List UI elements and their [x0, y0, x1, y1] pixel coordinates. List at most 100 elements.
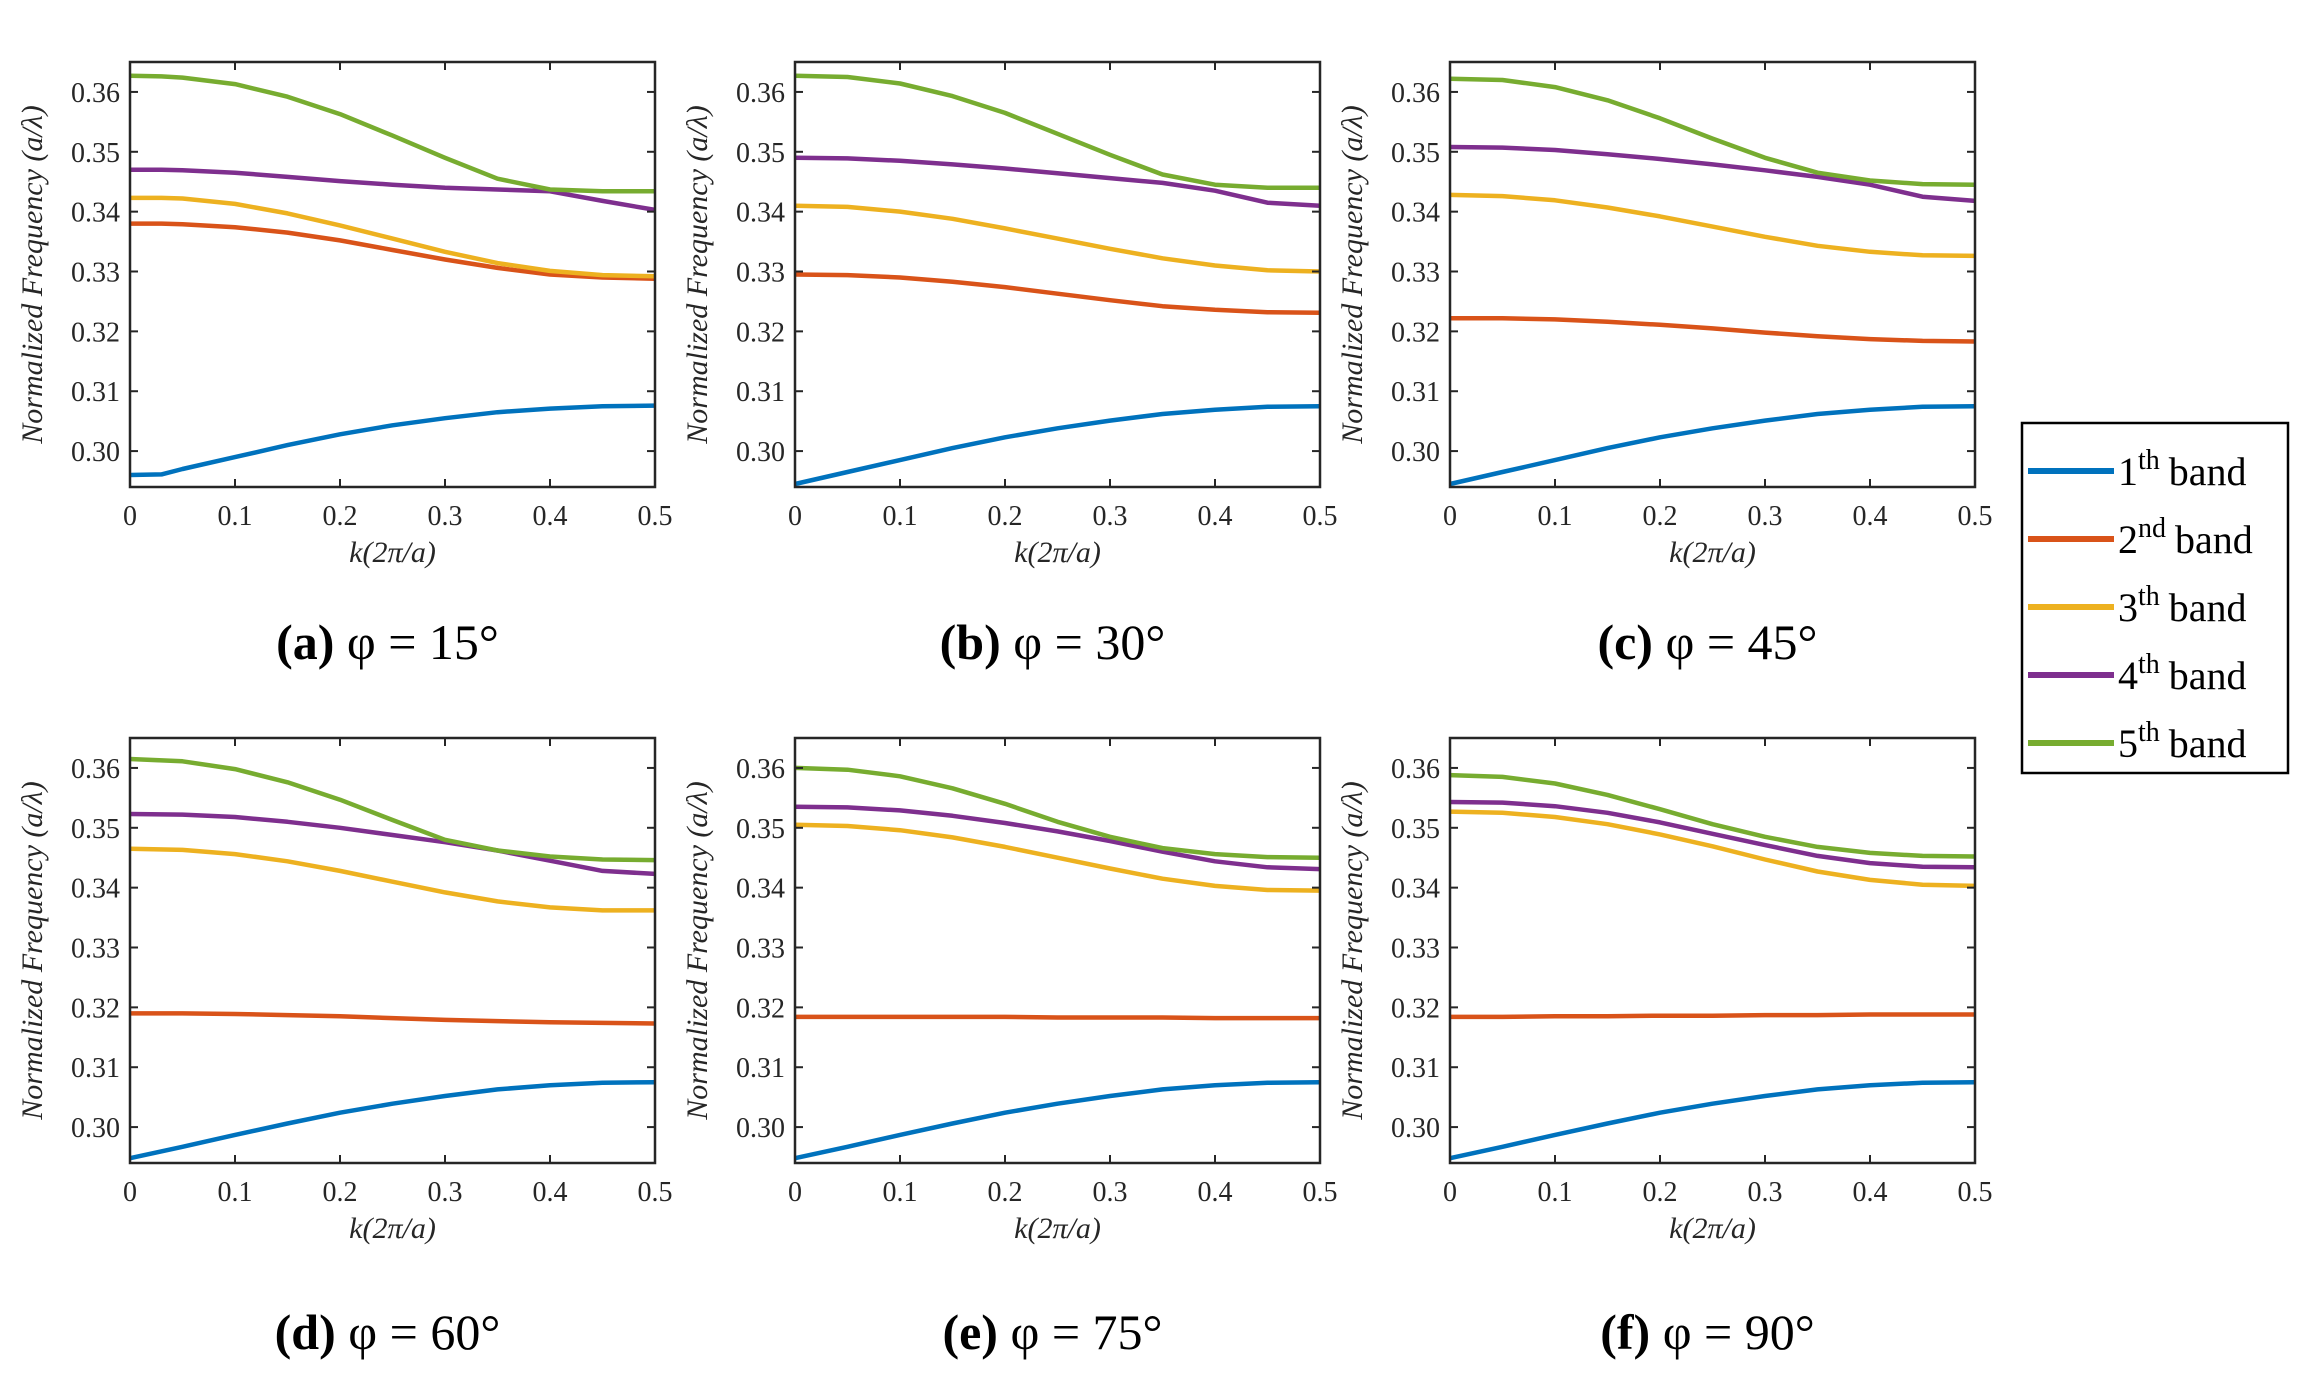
- y-tick-label: 0.32: [1391, 993, 1440, 1024]
- legend-word: band: [2169, 721, 2247, 766]
- y-tick-label: 0.32: [1391, 317, 1440, 348]
- axes-box: [793, 60, 1322, 489]
- series-line-3: [794, 822, 1321, 893]
- x-tick-label: 0.2: [988, 501, 1023, 532]
- x-tick-label: 0.1: [218, 1177, 253, 1208]
- y-tick-label: 0.30: [71, 1113, 120, 1144]
- legend-label: 2nd band: [2118, 513, 2253, 562]
- x-tick-label: 0: [1443, 501, 1457, 532]
- caption-angle: φ = 15°: [334, 614, 499, 670]
- panel-d: 0 0.1 0.2 0.3 0.4 0.5 0.30 0.31 0.32 0.33 0.34 0.35…: [16, 736, 673, 1360]
- y-tick-label: 0.31: [736, 1053, 785, 1084]
- x-tick-label: 0.5: [638, 1177, 673, 1208]
- series-line-3: [129, 846, 655, 913]
- legend-suffix: nd: [2138, 513, 2166, 544]
- series-line-4: [794, 155, 1321, 208]
- x-tick-label: 0.3: [1093, 501, 1128, 532]
- y-tick-label: 0.33: [736, 258, 785, 289]
- legend-label: 4th band: [2118, 649, 2247, 698]
- y-tick-label: 0.35: [736, 138, 785, 169]
- series-line-4: [130, 167, 656, 213]
- series-line-5: [794, 73, 1320, 190]
- panel-a: 0 0.1 0.2 0.3 0.4 0.5 0.30 0.31 0.32 0.33 0.34 0.35…: [16, 60, 673, 670]
- y-tick-label: 0.34: [736, 198, 785, 229]
- x-tick-label: 0.2: [1643, 1177, 1678, 1208]
- legend-word: band: [2169, 653, 2247, 698]
- series-line-3: [1449, 192, 1976, 259]
- x-tick-label: 0.5: [1303, 501, 1338, 532]
- x-tick-label: 0: [123, 501, 137, 532]
- legend-label: 5th band: [2118, 717, 2247, 766]
- x-tick-label: 0.3: [428, 501, 463, 532]
- caption-letter: (d): [275, 1304, 336, 1360]
- plot-area: [1450, 62, 1975, 487]
- caption-letter: (e): [942, 1304, 998, 1360]
- series-line-1: [794, 403, 1321, 487]
- panel-caption: (b) φ = 30°: [940, 614, 1166, 670]
- x-tick-label: 0.3: [428, 1177, 463, 1208]
- x-tick-label: 0.4: [533, 501, 568, 532]
- series-line-3: [130, 195, 656, 279]
- y-tick-label: 0.36: [736, 78, 785, 109]
- series-line-2: [1450, 315, 1976, 344]
- axes-box: [793, 736, 1322, 1165]
- caption-angle: φ = 60°: [336, 1304, 501, 1360]
- plot-area: [795, 738, 1320, 1163]
- legend-box: [2020, 421, 2290, 775]
- y-tick-label: 0.31: [71, 1053, 120, 1084]
- y-tick-label: 0.32: [71, 317, 120, 348]
- x-axis-label: k(2π/a): [1014, 1212, 1101, 1245]
- y-tick-label: 0.35: [1391, 138, 1440, 169]
- series-line-3: [794, 203, 1321, 274]
- x-axis-label: k(2π/a): [349, 536, 436, 569]
- y-axis-label: Normalized Frequency (a/λ): [1336, 781, 1369, 1120]
- y-tick-label: 0.33: [736, 934, 785, 965]
- x-axis-label: k(2π/a): [1014, 536, 1101, 569]
- y-tick-label: 0.31: [1391, 377, 1440, 408]
- y-tick-label: 0.30: [736, 437, 785, 468]
- axes-box: [128, 60, 657, 489]
- axes-box: [1448, 60, 1977, 489]
- series-line-1: [1449, 403, 1976, 487]
- caption-letter: (c): [1597, 614, 1653, 670]
- x-tick-label: 0.3: [1093, 1177, 1128, 1208]
- x-tick-label: 0.5: [638, 501, 673, 532]
- y-tick-label: 0.32: [736, 993, 785, 1024]
- y-tick-label: 0.36: [71, 78, 120, 109]
- x-tick-label: 0.5: [1303, 1177, 1338, 1208]
- panel-b: 0 0.1 0.2 0.3 0.4 0.5 0.30 0.31 0.32 0.33 0.34 0.35…: [681, 60, 1338, 670]
- x-tick-label: 0.4: [1853, 501, 1888, 532]
- y-tick-label: 0.30: [1391, 1113, 1440, 1144]
- caption-angle: φ = 75°: [998, 1304, 1163, 1360]
- x-tick-label: 0.1: [883, 1177, 918, 1208]
- y-tick-label: 0.31: [736, 377, 785, 408]
- series-line-2: [130, 1011, 656, 1026]
- plot-area: [130, 738, 655, 1163]
- x-tick-label: 0.1: [218, 501, 253, 532]
- legend-item-5: 5th band: [2028, 717, 2247, 766]
- x-axis-label: k(2π/a): [349, 1212, 436, 1245]
- y-tick-label: 0.31: [71, 377, 120, 408]
- y-tick-label: 0.33: [71, 934, 120, 965]
- x-tick-label: 0.5: [1958, 501, 1993, 532]
- x-tick-label: 0.4: [1198, 1177, 1233, 1208]
- legend-number: 1: [2118, 449, 2138, 494]
- caption-angle: φ = 45°: [1653, 614, 1818, 670]
- y-tick-label: 0.35: [71, 138, 120, 169]
- y-tick-label: 0.35: [1391, 814, 1440, 845]
- legend-number: 4: [2118, 653, 2138, 698]
- y-tick-label: 0.32: [71, 993, 120, 1024]
- y-tick-label: 0.36: [1391, 78, 1440, 109]
- caption-letter: (f): [1600, 1304, 1650, 1360]
- y-tick-label: 0.30: [736, 1113, 785, 1144]
- series-line-4: [1449, 144, 1976, 204]
- legend-suffix: th: [2138, 445, 2160, 476]
- x-tick-label: 0.2: [988, 1177, 1023, 1208]
- series-line-4: [794, 804, 1321, 872]
- legend-number: 2: [2118, 517, 2138, 562]
- x-tick-label: 0.4: [1853, 1177, 1888, 1208]
- caption-letter: (a): [276, 614, 334, 670]
- series-line-5: [1449, 76, 1976, 187]
